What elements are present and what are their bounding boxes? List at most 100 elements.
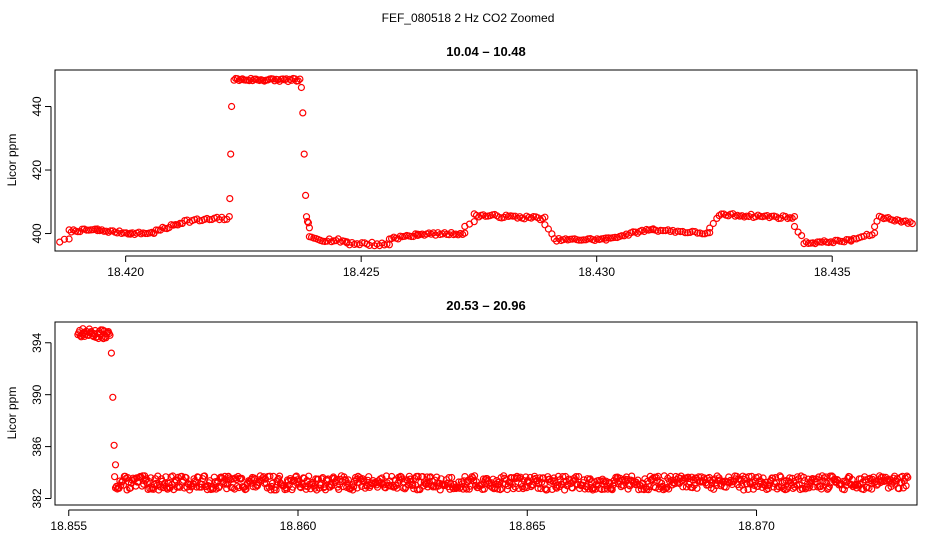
data-point — [247, 74, 255, 83]
data-point — [365, 473, 373, 481]
data-point — [469, 474, 477, 482]
data-point — [303, 217, 312, 226]
data-point — [209, 484, 217, 493]
data-point — [289, 483, 297, 491]
data-point — [266, 472, 274, 480]
data-point — [794, 228, 802, 236]
y-axis-label: Licor ppm — [5, 387, 19, 440]
data-point — [737, 477, 745, 485]
data-point — [448, 473, 456, 482]
data-point — [113, 229, 121, 237]
y-tick-label: 390 — [30, 384, 44, 404]
data-point — [106, 331, 114, 339]
data-point — [543, 486, 551, 494]
data-point — [607, 485, 616, 493]
data-point — [611, 233, 619, 241]
data-point — [602, 234, 610, 242]
data-point — [351, 477, 359, 486]
data-point — [110, 441, 118, 449]
data-point — [679, 483, 687, 491]
data-point — [706, 229, 714, 237]
data-point — [382, 472, 390, 480]
data-point — [629, 228, 637, 236]
data-point — [60, 235, 69, 243]
chart-panel-top: 10.04 – 10.48 Licor ppm 18.420 18.425 18.4… — [5, 44, 918, 279]
data-point — [776, 472, 784, 480]
data-point — [775, 483, 783, 491]
y-tick-label: 420 — [30, 160, 44, 180]
data-point — [902, 217, 910, 225]
data-point — [423, 473, 431, 481]
data-point — [221, 472, 229, 480]
data-point — [110, 473, 119, 481]
data-point — [536, 474, 544, 482]
data-point — [297, 83, 305, 92]
x-tick-label: 18.870 — [738, 519, 775, 533]
data-point — [225, 213, 233, 221]
data-point — [205, 216, 214, 224]
x-tick-label: 18.435 — [814, 265, 851, 279]
data-point — [659, 227, 667, 235]
data-point — [65, 226, 73, 234]
data-point — [818, 472, 826, 480]
data-point — [274, 76, 282, 84]
data-point — [358, 239, 366, 247]
data-point — [666, 472, 675, 480]
data-point — [509, 212, 517, 220]
data-point — [65, 235, 73, 243]
data-point — [498, 484, 506, 493]
data-point — [850, 235, 858, 243]
data-point — [597, 477, 605, 485]
data-point — [339, 483, 347, 491]
data-point — [176, 483, 184, 491]
data-point — [238, 474, 246, 482]
data-point — [287, 76, 296, 84]
data-point — [717, 210, 726, 218]
data-point — [880, 477, 888, 485]
data-point — [147, 474, 155, 482]
x-axis: 18.855 18.860 18.865 18.870 — [50, 509, 775, 533]
data-point — [698, 230, 707, 238]
data-point — [305, 224, 313, 232]
data-point — [465, 485, 473, 493]
data-point — [541, 213, 549, 221]
data-point — [676, 228, 684, 236]
data-point — [149, 485, 157, 493]
data-point — [904, 473, 912, 481]
data-point — [237, 475, 245, 483]
data-point — [152, 226, 160, 234]
data-point — [579, 236, 588, 244]
data-point — [138, 482, 146, 490]
data-point — [740, 486, 748, 494]
data-point — [299, 109, 307, 117]
data-point — [790, 213, 799, 221]
data-point — [572, 473, 580, 481]
y-tick-label: 400 — [30, 223, 44, 243]
chart-title: 10.04 – 10.48 — [446, 44, 526, 59]
data-point — [534, 484, 542, 492]
data-point — [271, 77, 279, 85]
data-point — [559, 473, 567, 481]
y-tick-label: 440 — [30, 96, 44, 116]
x-tick-label: 18.430 — [578, 265, 615, 279]
data-point — [693, 484, 701, 492]
data-point — [98, 333, 106, 341]
data-point — [658, 479, 666, 487]
data-point — [548, 485, 556, 493]
plot-frame — [54, 69, 918, 252]
data-point — [304, 219, 312, 227]
data-point — [519, 485, 527, 493]
data-point — [109, 393, 117, 401]
y-axis-label: Licor ppm — [5, 134, 19, 187]
y-tick-label: 382 — [30, 488, 44, 508]
data-point — [296, 75, 304, 83]
data-point — [652, 473, 661, 482]
data-point — [500, 213, 508, 221]
data-point — [651, 484, 660, 492]
x-tick-label: 18.855 — [50, 519, 87, 533]
data-point — [230, 76, 238, 84]
data-point — [618, 232, 626, 240]
data-point — [100, 227, 108, 235]
data-point — [480, 485, 488, 493]
page-title: FEF_080518 2 Hz CO2 Zoomed — [382, 11, 555, 25]
